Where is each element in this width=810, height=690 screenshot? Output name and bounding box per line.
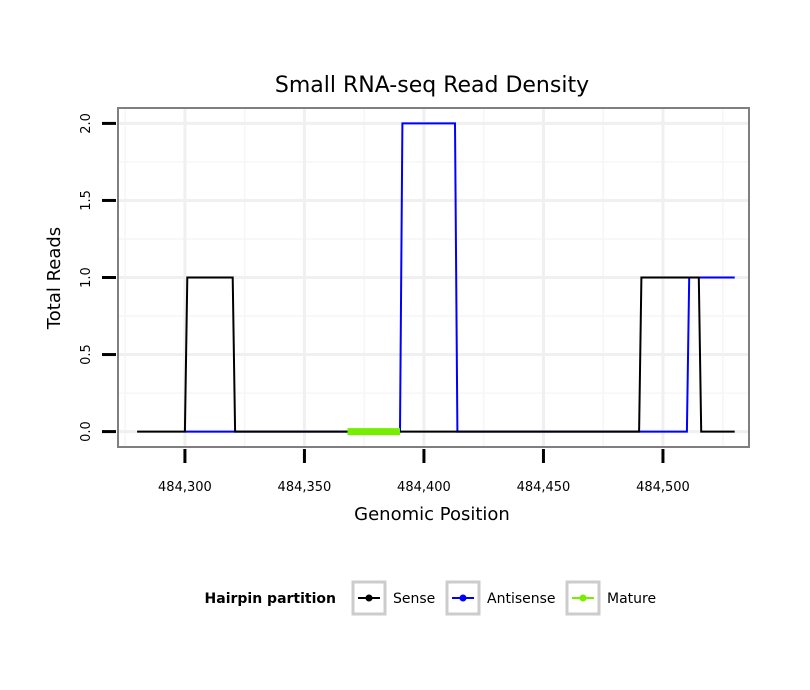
legend-label-antisense: Antisense	[487, 591, 556, 607]
y-tick-label: 1.5	[79, 190, 94, 211]
plot-border	[117, 107, 750, 448]
y-axis-label: Total Reads	[44, 227, 65, 330]
legend-label-mature: Mature	[607, 591, 656, 607]
y-axis: 0.0 0.5 1.0 1.5 2.0	[79, 113, 116, 442]
x-tick-label: 484,450	[517, 480, 571, 495]
x-tick-label: 484,350	[278, 480, 332, 495]
series-line-sense	[137, 276, 735, 433]
legend-title: Hairpin partition	[205, 591, 336, 607]
legend-point-mature	[579, 594, 587, 602]
legend-label-sense: Sense	[393, 591, 435, 607]
legend-point-sense	[365, 594, 373, 602]
x-tick-label: 484,500	[636, 480, 690, 495]
y-tick-label: 1.0	[79, 267, 94, 288]
x-tick-label: 484,400	[397, 480, 451, 495]
y-tick-label: 0.5	[79, 344, 94, 365]
legend: Hairpin partition Sense Antisense Mature	[205, 580, 656, 616]
x-axis-label: Genomic Position	[354, 504, 510, 525]
y-tick-label: 0.0	[79, 421, 94, 442]
series-layer	[137, 122, 735, 436]
x-tick-label: 484,300	[158, 480, 212, 495]
x-axis: 484,300 484,350 484,400 484,450 484,500	[158, 449, 690, 495]
chart-title: Small RNA-seq Read Density	[275, 73, 589, 98]
legend-point-antisense	[459, 594, 467, 602]
y-tick-label: 2.0	[79, 113, 94, 134]
